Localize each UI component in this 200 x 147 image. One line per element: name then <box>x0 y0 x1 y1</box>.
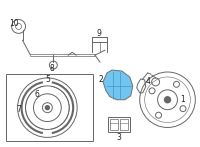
Text: 3: 3 <box>116 133 121 142</box>
Text: 4: 4 <box>145 77 150 86</box>
Text: 1: 1 <box>180 95 185 104</box>
Text: 6: 6 <box>34 90 39 99</box>
Circle shape <box>45 106 49 110</box>
Text: 5: 5 <box>45 75 50 84</box>
Text: 9: 9 <box>97 29 101 38</box>
Bar <box>110 119 118 130</box>
Circle shape <box>165 97 171 103</box>
Text: 2: 2 <box>99 75 103 84</box>
Bar <box>6 74 93 141</box>
Text: 7: 7 <box>16 105 21 114</box>
Polygon shape <box>103 70 133 100</box>
Text: 10: 10 <box>9 19 18 28</box>
Bar <box>108 117 130 132</box>
Bar <box>120 119 128 130</box>
Text: 8: 8 <box>50 64 55 73</box>
